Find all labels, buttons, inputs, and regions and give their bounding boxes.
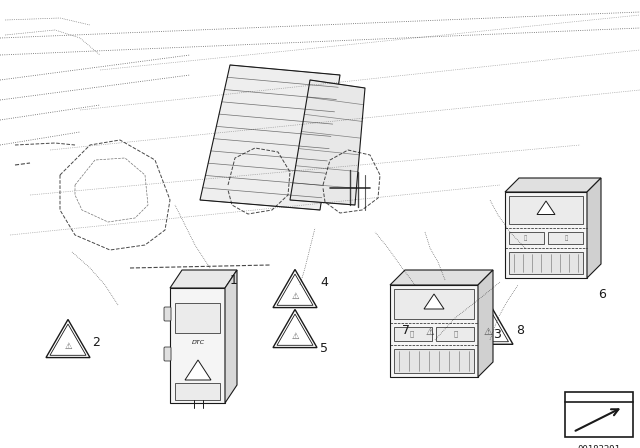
- Polygon shape: [509, 252, 583, 274]
- Text: 3: 3: [493, 328, 501, 341]
- Text: 6: 6: [598, 289, 606, 302]
- Text: DTC: DTC: [191, 340, 205, 345]
- Polygon shape: [505, 192, 587, 278]
- Polygon shape: [478, 270, 493, 377]
- Text: 🔓: 🔓: [454, 331, 458, 337]
- Polygon shape: [200, 65, 340, 210]
- Polygon shape: [467, 306, 509, 342]
- Text: 4: 4: [320, 276, 328, 289]
- Polygon shape: [50, 324, 86, 355]
- Text: 🔒: 🔒: [524, 235, 527, 241]
- Polygon shape: [394, 289, 474, 319]
- Polygon shape: [290, 80, 365, 205]
- Polygon shape: [175, 303, 220, 333]
- Polygon shape: [587, 178, 601, 278]
- Text: 2: 2: [92, 336, 100, 349]
- Text: 1: 1: [230, 273, 238, 287]
- Polygon shape: [537, 201, 555, 215]
- Text: 7: 7: [402, 323, 410, 336]
- Polygon shape: [390, 270, 493, 285]
- Polygon shape: [424, 294, 444, 309]
- Polygon shape: [225, 270, 237, 403]
- Text: ⚠: ⚠: [64, 342, 72, 351]
- Polygon shape: [394, 327, 432, 341]
- Text: 8: 8: [516, 323, 524, 336]
- Polygon shape: [170, 288, 225, 403]
- Polygon shape: [273, 269, 317, 308]
- Text: 🔒: 🔒: [410, 331, 414, 337]
- Text: ⚠: ⚠: [291, 332, 299, 341]
- Polygon shape: [277, 314, 313, 345]
- FancyBboxPatch shape: [164, 307, 171, 321]
- Polygon shape: [273, 310, 317, 348]
- Polygon shape: [509, 196, 583, 224]
- Polygon shape: [405, 301, 455, 345]
- FancyBboxPatch shape: [565, 392, 633, 437]
- Polygon shape: [548, 232, 583, 244]
- Polygon shape: [505, 178, 601, 192]
- Polygon shape: [390, 285, 478, 377]
- Polygon shape: [277, 274, 313, 305]
- Polygon shape: [410, 306, 451, 342]
- Polygon shape: [509, 232, 544, 244]
- Text: 🔓: 🔓: [564, 235, 568, 241]
- FancyBboxPatch shape: [164, 347, 171, 361]
- Text: 5: 5: [320, 341, 328, 354]
- Polygon shape: [463, 301, 513, 345]
- Polygon shape: [46, 319, 90, 358]
- Polygon shape: [170, 270, 237, 288]
- Text: ⚠: ⚠: [426, 327, 435, 337]
- Text: ⚠: ⚠: [291, 293, 299, 302]
- Polygon shape: [436, 327, 474, 341]
- Polygon shape: [175, 383, 220, 400]
- Text: ⚠: ⚠: [484, 327, 492, 337]
- Polygon shape: [185, 360, 211, 380]
- Polygon shape: [394, 349, 474, 373]
- Text: 00183291: 00183291: [577, 445, 621, 448]
